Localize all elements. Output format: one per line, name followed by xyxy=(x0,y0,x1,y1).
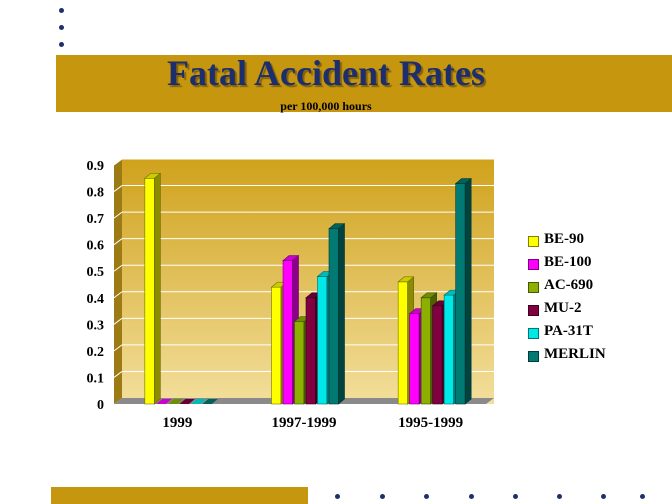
decorative-dot xyxy=(557,494,562,499)
decorative-dot xyxy=(469,494,474,499)
bar-front xyxy=(144,177,155,405)
bar-front xyxy=(409,313,420,405)
x-tick-label: 1995-1999 xyxy=(398,415,463,431)
bar-front xyxy=(420,297,431,405)
bar-front xyxy=(282,260,293,405)
gridline xyxy=(113,211,123,219)
legend-label: MERLIN xyxy=(544,346,606,362)
y-tick-label: 0.8 xyxy=(87,186,105,201)
legend-swatch xyxy=(528,259,539,270)
bar-front xyxy=(305,297,316,405)
gridline xyxy=(113,371,123,378)
decorative-dot xyxy=(380,494,385,499)
y-tick-label: 0.2 xyxy=(87,345,105,360)
gridline xyxy=(113,291,123,299)
bar-front xyxy=(455,183,466,405)
slide-subtitle: per 100,000 hours xyxy=(280,99,372,113)
title-band xyxy=(56,55,672,112)
bar-top xyxy=(397,276,415,283)
legend-swatch xyxy=(528,328,539,339)
y-tick-label: 0.6 xyxy=(87,239,105,254)
bar-front xyxy=(271,286,282,405)
x-tick-label: 1999 xyxy=(162,415,192,431)
legend-swatch xyxy=(528,305,539,316)
bar-zero xyxy=(167,399,184,404)
slide-title: Fatal Accident Rates xyxy=(167,53,485,93)
decorative-dot xyxy=(59,42,64,47)
legend-label: BE-100 xyxy=(544,254,592,270)
decorative-dot xyxy=(513,494,518,499)
y-tick-label: 0.7 xyxy=(87,212,105,227)
bar-front xyxy=(328,228,339,405)
y-tick-label: 0.1 xyxy=(87,371,105,386)
legend-label: AC-690 xyxy=(544,277,594,293)
legend-label: BE-90 xyxy=(544,231,585,247)
bar-front xyxy=(432,305,443,405)
y-tick-label: 0 xyxy=(97,398,104,413)
decorative-dot xyxy=(59,8,64,13)
gridline xyxy=(113,185,123,192)
bar-zero xyxy=(156,399,172,404)
bar-side xyxy=(338,223,345,405)
chart-side-wall xyxy=(114,159,122,404)
bar-top xyxy=(144,172,162,179)
bar-top xyxy=(282,255,300,261)
decorative-dot xyxy=(335,494,340,499)
legend-label: MU-2 xyxy=(544,300,582,316)
bar-side xyxy=(464,177,472,405)
legend-swatch xyxy=(528,282,539,293)
bar-zero xyxy=(202,399,218,404)
bar-top xyxy=(454,178,472,184)
y-tick-label: 0.5 xyxy=(87,265,105,280)
y-tick-label: 0.9 xyxy=(87,159,105,174)
footer-band xyxy=(51,487,308,504)
bar-zero xyxy=(179,399,195,404)
gridline xyxy=(113,264,123,272)
legend-swatch xyxy=(528,236,539,247)
y-tick-label: 0.4 xyxy=(87,292,105,307)
decorative-dot xyxy=(640,494,645,499)
bar-front xyxy=(397,281,408,405)
bar-front xyxy=(317,276,328,405)
y-tick-label: 0.3 xyxy=(87,318,105,333)
bar-front xyxy=(443,294,454,405)
gridline xyxy=(113,158,123,166)
gridline xyxy=(113,317,123,325)
bar-front xyxy=(294,321,305,405)
bar-zero xyxy=(190,399,207,404)
bar-top xyxy=(328,223,346,230)
decorative-dot xyxy=(601,494,606,499)
x-tick-label: 1997-1999 xyxy=(272,415,337,431)
gridline xyxy=(113,344,123,352)
bar-side xyxy=(154,172,161,405)
decorative-dot xyxy=(59,25,64,30)
decorative-dot xyxy=(424,494,429,499)
gridline xyxy=(113,238,123,246)
legend-label: PA-31T xyxy=(544,323,593,339)
legend-swatch xyxy=(528,351,539,362)
bar-top xyxy=(420,292,438,299)
